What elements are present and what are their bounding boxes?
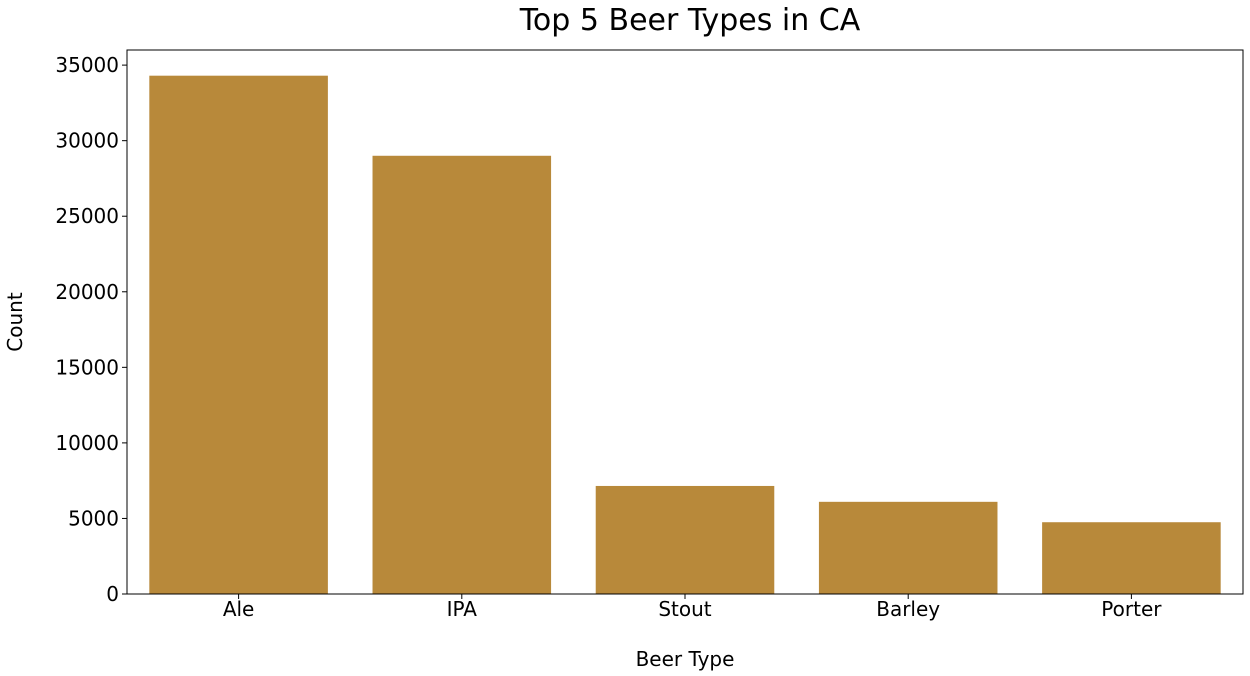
y-tick-label: 25000 bbox=[55, 204, 119, 228]
x-tick-label: Barley bbox=[876, 597, 940, 621]
y-axis-ticks: 0 5000 10000 15000 20000 25000 30000 35000 bbox=[55, 53, 127, 606]
y-tick-label: 10000 bbox=[55, 431, 119, 455]
y-tick-label: 0 bbox=[106, 582, 119, 606]
bar-stout bbox=[595, 485, 775, 594]
y-tick-label: 35000 bbox=[55, 53, 119, 77]
y-axis-label: Count bbox=[3, 292, 27, 352]
y-tick-label: 30000 bbox=[55, 129, 119, 153]
chart-title: Top 5 Beer Types in CA bbox=[519, 3, 861, 38]
bar-ipa bbox=[372, 155, 552, 594]
x-tick-label: Porter bbox=[1101, 597, 1162, 621]
y-tick-label: 5000 bbox=[68, 506, 119, 530]
bar-porter bbox=[1042, 522, 1221, 594]
bar-ale bbox=[149, 75, 328, 594]
y-tick-label: 20000 bbox=[55, 280, 119, 304]
plot-frame bbox=[126, 49, 1244, 595]
bars-group bbox=[149, 75, 1221, 594]
x-axis-label: Beer Type bbox=[636, 647, 735, 671]
bar-barley bbox=[818, 501, 998, 594]
x-tick-label: IPA bbox=[447, 597, 478, 621]
x-tick-label: Ale bbox=[223, 597, 255, 621]
y-tick-label: 15000 bbox=[55, 355, 119, 379]
x-tick-label: Stout bbox=[658, 597, 711, 621]
x-axis-ticks: Ale IPA Stout Barley Porter bbox=[223, 594, 1162, 621]
